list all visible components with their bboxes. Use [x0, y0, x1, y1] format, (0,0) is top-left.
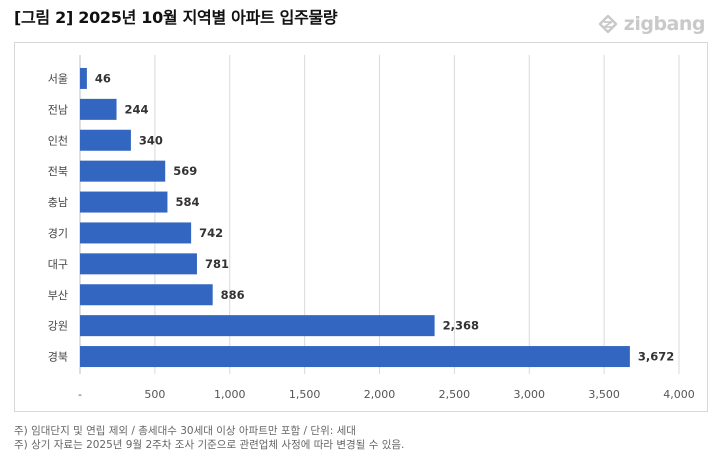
- data-label: 569: [173, 164, 197, 178]
- bar-6: [80, 253, 197, 275]
- data-label: 584: [175, 195, 199, 209]
- y-tick-label: 강원: [48, 320, 68, 333]
- bar-3: [80, 160, 166, 182]
- footnote-1: 주) 임대단지 및 연립 제외 / 총세대수 30세대 이상 아파트만 포함 /…: [14, 425, 356, 437]
- chart-area: - 500 1,000 1,500 2,000 2,500 3,000 3,500 4,000 서…: [14, 42, 708, 412]
- x-tick-label: 2,000: [364, 388, 396, 401]
- y-tick-label: 서울: [48, 72, 68, 85]
- bar-5: [80, 222, 192, 244]
- x-tick-label: 3,000: [514, 388, 546, 401]
- zigbang-logo-icon: [598, 14, 617, 34]
- bar-1: [80, 98, 117, 120]
- y-tick-label: 경북: [48, 351, 68, 364]
- footnotes: 주) 임대단지 및 연립 제외 / 총세대수 30세대 이상 아파트만 포함 /…: [14, 424, 404, 452]
- x-tick-label: 2,500: [439, 388, 471, 401]
- x-tick-label: 1,000: [214, 388, 246, 401]
- x-tick-label: 4,000: [663, 388, 695, 401]
- bar-8: [80, 315, 435, 337]
- data-label: 3,672: [638, 350, 674, 364]
- y-tick-label: 충남: [48, 196, 68, 209]
- logo-text: zigbang: [623, 13, 706, 35]
- data-label: 46: [95, 71, 111, 85]
- bar-0: [80, 67, 87, 89]
- data-label: 742: [199, 226, 223, 240]
- bar-7: [80, 284, 213, 306]
- chart-title: [그림 2] 2025년 10월 지역별 아파트 입주물량: [14, 8, 338, 27]
- zigbang-logo: zigbang: [596, 12, 706, 36]
- y-tick-label: 부산: [48, 289, 68, 302]
- data-label: 2,368: [443, 319, 479, 333]
- x-tick-label: 1,500: [289, 388, 321, 401]
- y-tick-label: 대구: [48, 258, 68, 271]
- bar-9: [80, 346, 630, 368]
- x-tick-label: 500: [144, 388, 165, 401]
- y-tick-label: 전남: [48, 103, 68, 116]
- data-label: 781: [205, 257, 229, 271]
- data-label: 340: [139, 133, 163, 147]
- data-label: 244: [125, 102, 149, 116]
- y-tick-label: 전북: [48, 165, 68, 178]
- x-tick-label: 3,500: [588, 388, 620, 401]
- data-label: 886: [221, 288, 245, 302]
- bar-4: [80, 191, 168, 213]
- bar-chart: - 500 1,000 1,500 2,000 2,500 3,000 3,500 4,000 서…: [48, 55, 695, 401]
- footnote-2: 주) 상기 자료는 2025년 9월 2주차 조사 기준으로 관련업체 사정에 …: [14, 439, 405, 451]
- x-tick-label: -: [78, 388, 82, 401]
- y-tick-label: 경기: [48, 227, 68, 240]
- bar-2: [80, 129, 131, 151]
- y-tick-label: 인천: [48, 133, 68, 147]
